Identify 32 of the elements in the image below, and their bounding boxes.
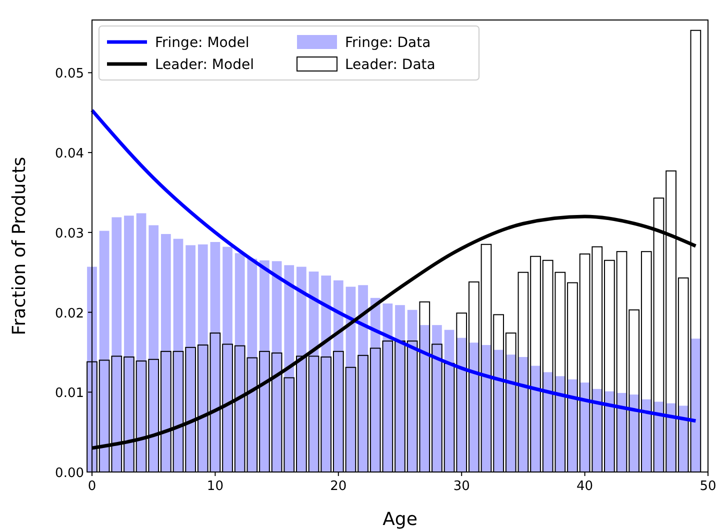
bar [160, 234, 171, 472]
bar [148, 225, 159, 472]
y-tick-label: 0.02 [55, 306, 84, 322]
bar [247, 258, 258, 472]
x-tick-label: 30 [453, 479, 470, 494]
bar [124, 216, 134, 472]
x-tick-label: 20 [330, 479, 347, 494]
bar [260, 260, 270, 472]
bar [198, 244, 208, 472]
y-tick-label: 0.00 [55, 466, 84, 481]
bar [284, 265, 294, 472]
y-axis-title: Fraction of Products [9, 156, 30, 336]
legend-label: Fringe: Data [345, 35, 431, 51]
bar [296, 266, 306, 472]
legend-label: Leader: Model [155, 57, 254, 73]
x-tick-label: 10 [206, 479, 224, 494]
y-tick-label: 0.04 [55, 146, 84, 162]
legend-label: Leader: Data [345, 57, 436, 73]
x-tick-label: 40 [576, 479, 594, 494]
bar [136, 213, 146, 472]
x-axis-title: Age [382, 509, 418, 530]
bar [112, 217, 122, 472]
line-series [90, 108, 698, 423]
y-tick-label: 0.05 [55, 66, 84, 82]
x-tick-label: 50 [700, 479, 716, 494]
bar [186, 245, 196, 472]
y-tick-label: 0.01 [55, 386, 84, 402]
bar [222, 246, 232, 472]
bar [234, 253, 245, 472]
legend-label: Fringe: Model [155, 35, 250, 51]
x-tick-label: 0 [88, 479, 96, 494]
y-tick-label: 0.03 [55, 226, 84, 242]
